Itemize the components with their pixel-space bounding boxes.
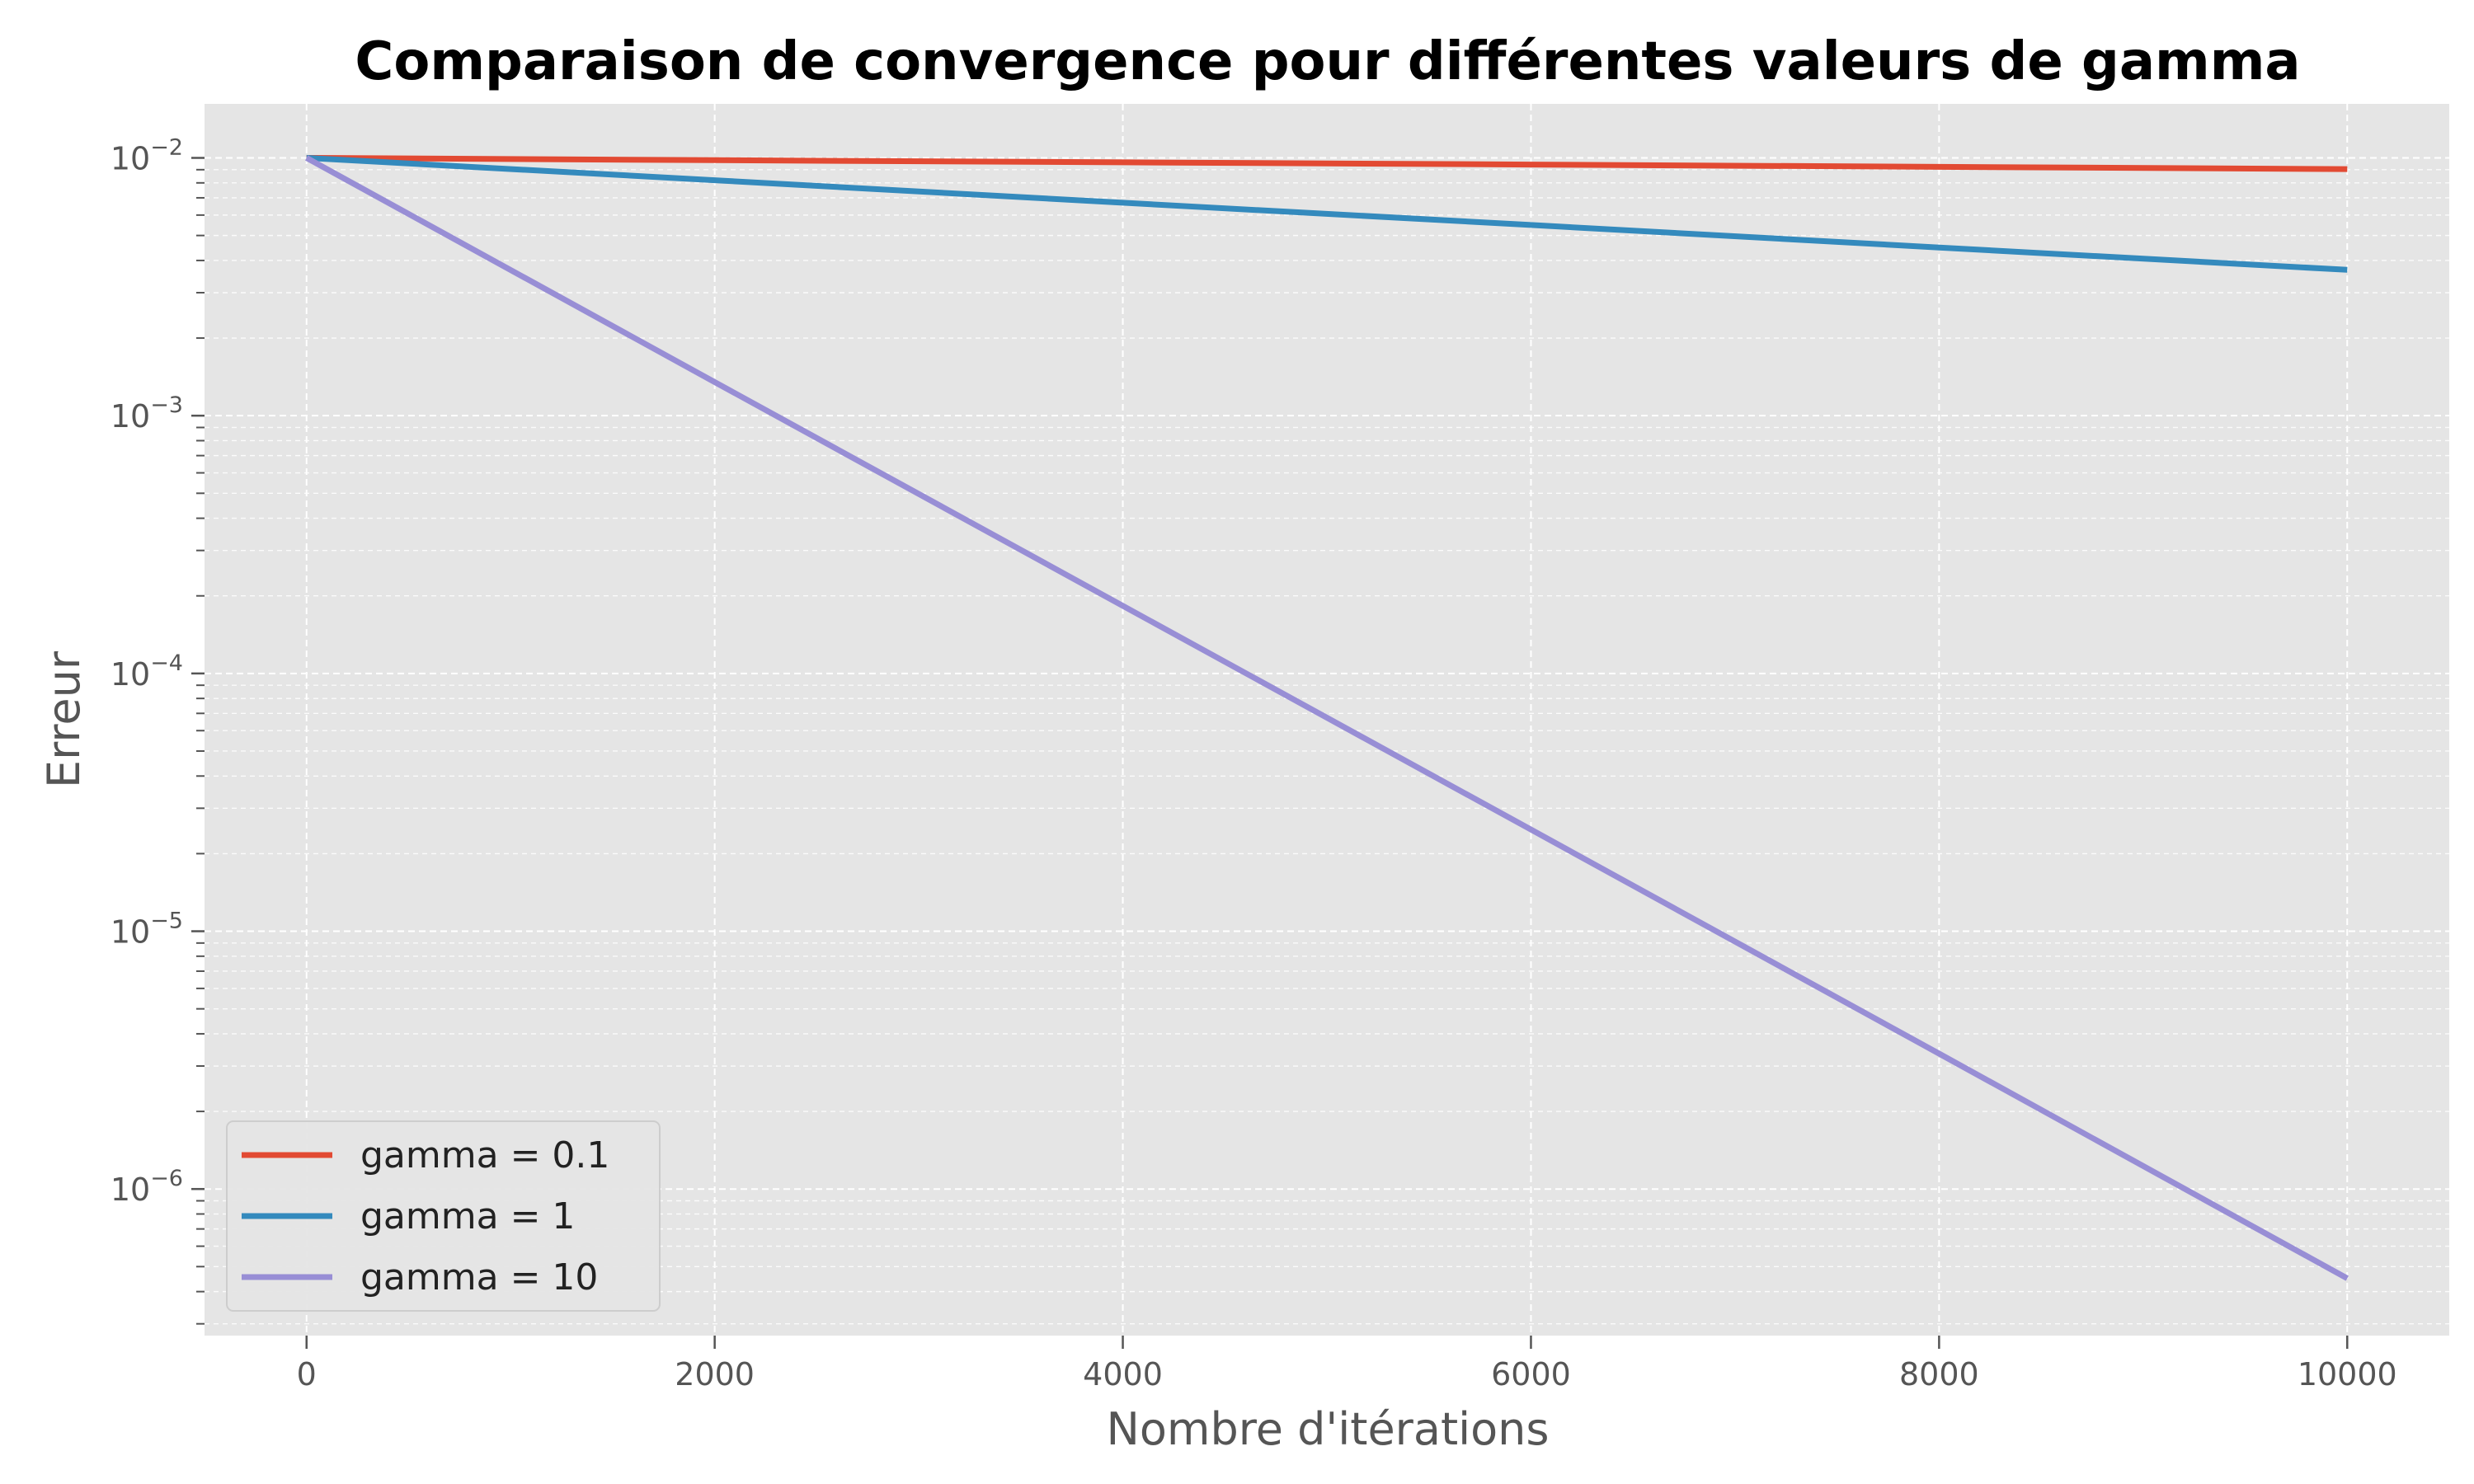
x-tick-label: 0 — [297, 1356, 317, 1392]
series-line-1 — [306, 155, 2348, 172]
series-layer — [305, 155, 2349, 1281]
x-tick-label: 4000 — [1083, 1356, 1163, 1392]
x-tick-label: 8000 — [1899, 1356, 1979, 1392]
y-axis-label: Erreur — [38, 650, 90, 788]
legend-box — [226, 1120, 661, 1312]
x-axis: 0 2000 4000 6000 8000 10000 — [297, 1336, 2397, 1392]
series-line-3 — [305, 155, 2349, 1281]
legend-label-1: gamma = 0.1 — [360, 1134, 609, 1176]
legend-label-2: gamma = 1 — [360, 1195, 575, 1237]
chart-title: Comparaison de convergence pour différen… — [355, 31, 2300, 92]
x-tick-label: 6000 — [1491, 1356, 1571, 1392]
y-tick-label: 10−3 — [111, 392, 183, 434]
series-line-2 — [306, 155, 2348, 273]
grid — [196, 104, 2449, 1336]
y-tick-label: 10−4 — [111, 650, 183, 693]
y-tick-label: 10−5 — [111, 909, 183, 951]
y-tick-label: 10−2 — [111, 135, 183, 177]
x-tick-label: 2000 — [675, 1356, 755, 1392]
x-axis-label: Nombre d'itérations — [1106, 1403, 1549, 1455]
legend-label-3: gamma = 10 — [360, 1256, 598, 1298]
x-tick-label: 10000 — [2298, 1356, 2397, 1392]
y-tick-label: 10−6 — [111, 1166, 183, 1208]
legend: gamma = 0.1 gamma = 1 gamma = 10 — [226, 1120, 661, 1312]
y-axis: 10−2 10−3 10−4 10−5 10−6 — [111, 135, 205, 1208]
